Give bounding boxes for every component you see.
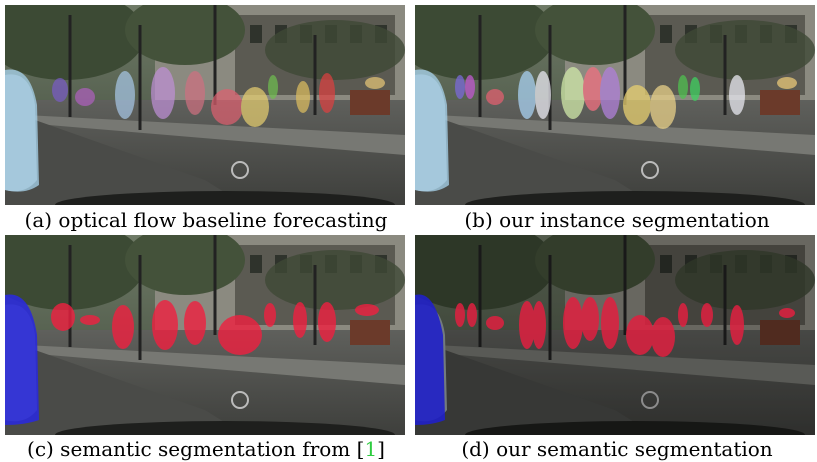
caption-text: ] — [377, 437, 385, 461]
image-c — [0, 220, 405, 449]
caption: (c) semantic segmentation from [1] — [27, 437, 385, 461]
caption: (d) our semantic segmentation — [461, 437, 772, 461]
image-d — [395, 220, 815, 449]
caption-text: (c) semantic segmentation from [ — [27, 437, 364, 461]
image-b — [395, 0, 815, 219]
caption: (a) optical flow baseline forecasting — [25, 208, 388, 232]
image-a — [0, 0, 405, 219]
caption: (b) our instance segmentation — [464, 208, 769, 232]
citation-link[interactable]: 1 — [364, 437, 377, 461]
